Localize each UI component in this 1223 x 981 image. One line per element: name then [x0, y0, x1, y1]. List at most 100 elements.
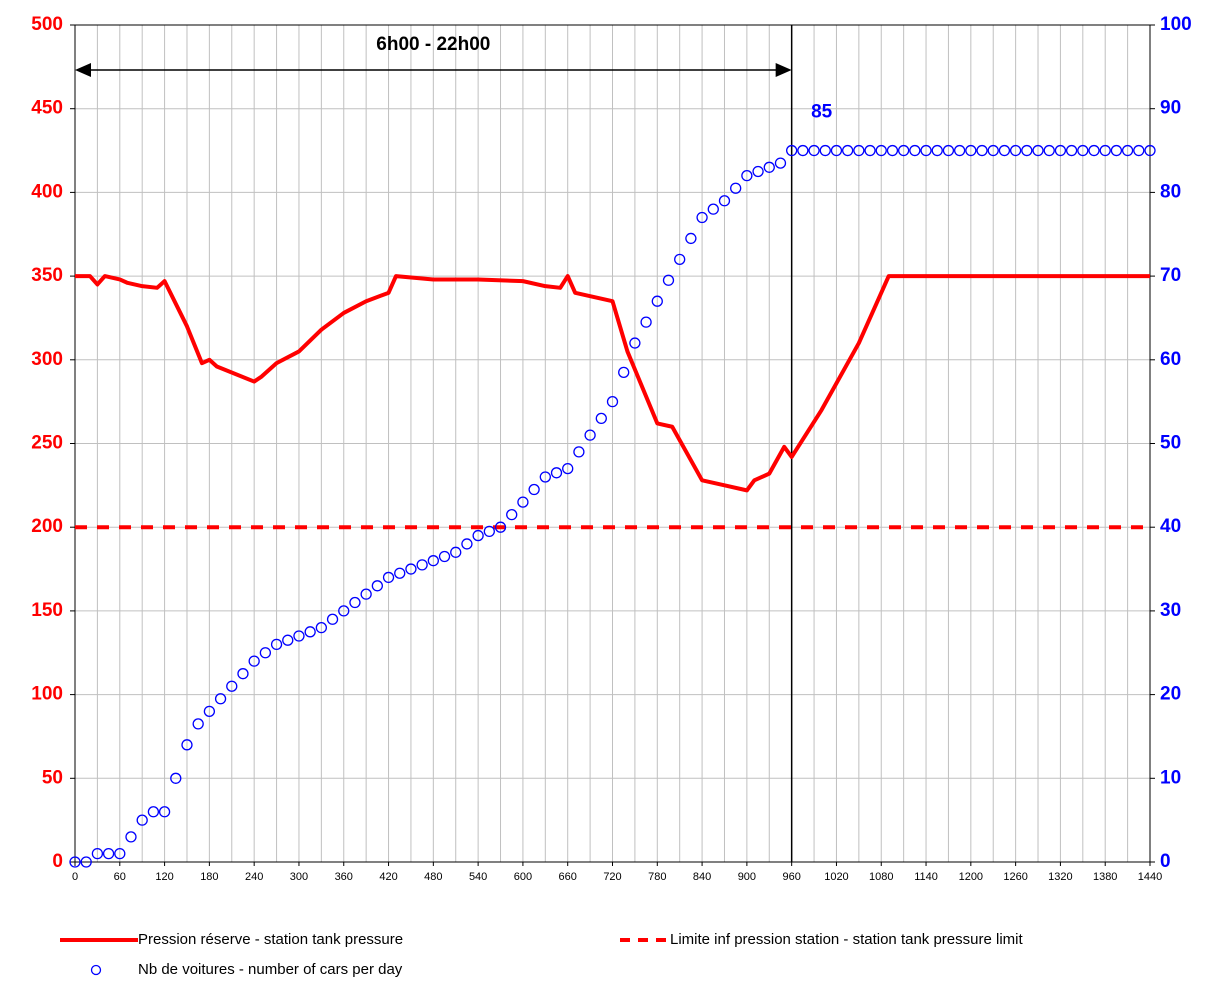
- y-tick-label: 200: [31, 516, 63, 537]
- arrow-head: [75, 63, 91, 77]
- data-point: [472, 529, 484, 542]
- x-tick-label: 0: [72, 871, 78, 883]
- data-point: [416, 559, 428, 571]
- data-point: [976, 144, 988, 157]
- data-point: [953, 144, 966, 157]
- data-point: [394, 567, 406, 579]
- data-point: [573, 446, 585, 458]
- data-point: [528, 483, 540, 496]
- data-point: [226, 680, 238, 692]
- data-point: [842, 144, 854, 157]
- data-point: [1043, 144, 1055, 157]
- x-tick-label: 1380: [1093, 871, 1117, 883]
- x-tick-label: 840: [693, 871, 711, 883]
- data-point: [730, 182, 742, 194]
- data-point: [808, 144, 820, 157]
- data-point: [752, 165, 764, 178]
- data-point: [1077, 144, 1089, 157]
- data-point: [102, 847, 115, 860]
- y-tick-label: 250: [31, 433, 63, 454]
- data-point: [897, 144, 910, 157]
- x-tick-label: 1440: [1138, 871, 1162, 883]
- data-point: [192, 718, 204, 730]
- data-point: [315, 621, 328, 634]
- legend-label: Nb de voitures - number of cars per day: [138, 961, 403, 978]
- data-point: [338, 605, 350, 617]
- data-point: [461, 538, 473, 550]
- data-point: [853, 144, 865, 157]
- y2-tick-label: 10: [1160, 767, 1181, 788]
- x-tick-label: 300: [290, 871, 308, 883]
- x-tick-label: 720: [603, 871, 621, 883]
- data-point: [707, 203, 719, 215]
- data-point: [1009, 144, 1022, 157]
- data-point: [1065, 144, 1078, 157]
- data-point: [259, 647, 272, 659]
- y2-tick-label: 40: [1160, 516, 1181, 537]
- data-point: [786, 144, 798, 157]
- x-tick-label: 240: [245, 871, 263, 883]
- data-point: [438, 550, 451, 563]
- x-tick-label: 780: [648, 871, 666, 883]
- data-point: [830, 144, 843, 157]
- data-point: [640, 316, 652, 328]
- x-tick-label: 420: [379, 871, 397, 883]
- x-tick-label: 60: [114, 871, 126, 883]
- data-point: [69, 856, 81, 868]
- data-point: [1144, 144, 1156, 157]
- x-tick-label: 360: [335, 871, 353, 883]
- x-tick-label: 900: [738, 871, 756, 883]
- data-point: [181, 739, 193, 751]
- data-point: [998, 144, 1011, 157]
- y-tick-label: 350: [31, 265, 63, 286]
- y2-tick-label: 20: [1160, 684, 1181, 705]
- data-point: [483, 525, 495, 538]
- data-point: [718, 195, 731, 207]
- data-point: [114, 847, 126, 860]
- legend-label: Pression réserve - station tank pressure: [138, 931, 403, 948]
- data-point: [506, 508, 518, 521]
- data-point: [371, 580, 383, 592]
- data-point: [875, 144, 887, 157]
- y2-tick-label: 0: [1160, 851, 1171, 872]
- data-point: [91, 847, 104, 860]
- y-tick-label: 300: [31, 349, 63, 370]
- data-point: [1110, 144, 1123, 157]
- annotation: 6h00 - 22h00: [376, 34, 490, 55]
- data-point: [562, 462, 574, 475]
- data-point: [674, 253, 686, 266]
- data-point: [920, 144, 932, 157]
- data-point: [685, 232, 697, 245]
- data-point: [80, 856, 92, 868]
- legend-swatch: [90, 964, 102, 976]
- x-tick-label: 480: [424, 871, 442, 883]
- data-point: [696, 211, 708, 224]
- y2-tick-label: 100: [1160, 14, 1192, 35]
- data-point: [136, 814, 148, 826]
- data-point: [349, 596, 361, 609]
- data-point: [304, 626, 316, 638]
- y2-tick-label: 60: [1160, 349, 1181, 370]
- arrow-head: [775, 63, 792, 77]
- data-point: [248, 655, 260, 667]
- data-point: [1021, 144, 1033, 157]
- y-tick-label: 0: [52, 851, 63, 872]
- data-point: [450, 546, 462, 558]
- data-point: [1121, 144, 1134, 157]
- data-point: [965, 144, 977, 157]
- data-point: [584, 429, 596, 441]
- data-point: [774, 157, 787, 169]
- data-point: [158, 806, 171, 818]
- y-tick-label: 150: [31, 600, 63, 621]
- data-point: [1088, 144, 1100, 157]
- x-tick-label: 540: [469, 871, 487, 883]
- data-point: [1054, 144, 1067, 157]
- x-tick-label: 1320: [1048, 871, 1072, 883]
- data-point: [651, 295, 663, 307]
- x-tick-label: 1080: [869, 871, 893, 883]
- data-point: [741, 170, 753, 182]
- y-tick-label: 50: [42, 767, 63, 788]
- data-point: [931, 144, 943, 157]
- y-tick-label: 500: [31, 14, 63, 35]
